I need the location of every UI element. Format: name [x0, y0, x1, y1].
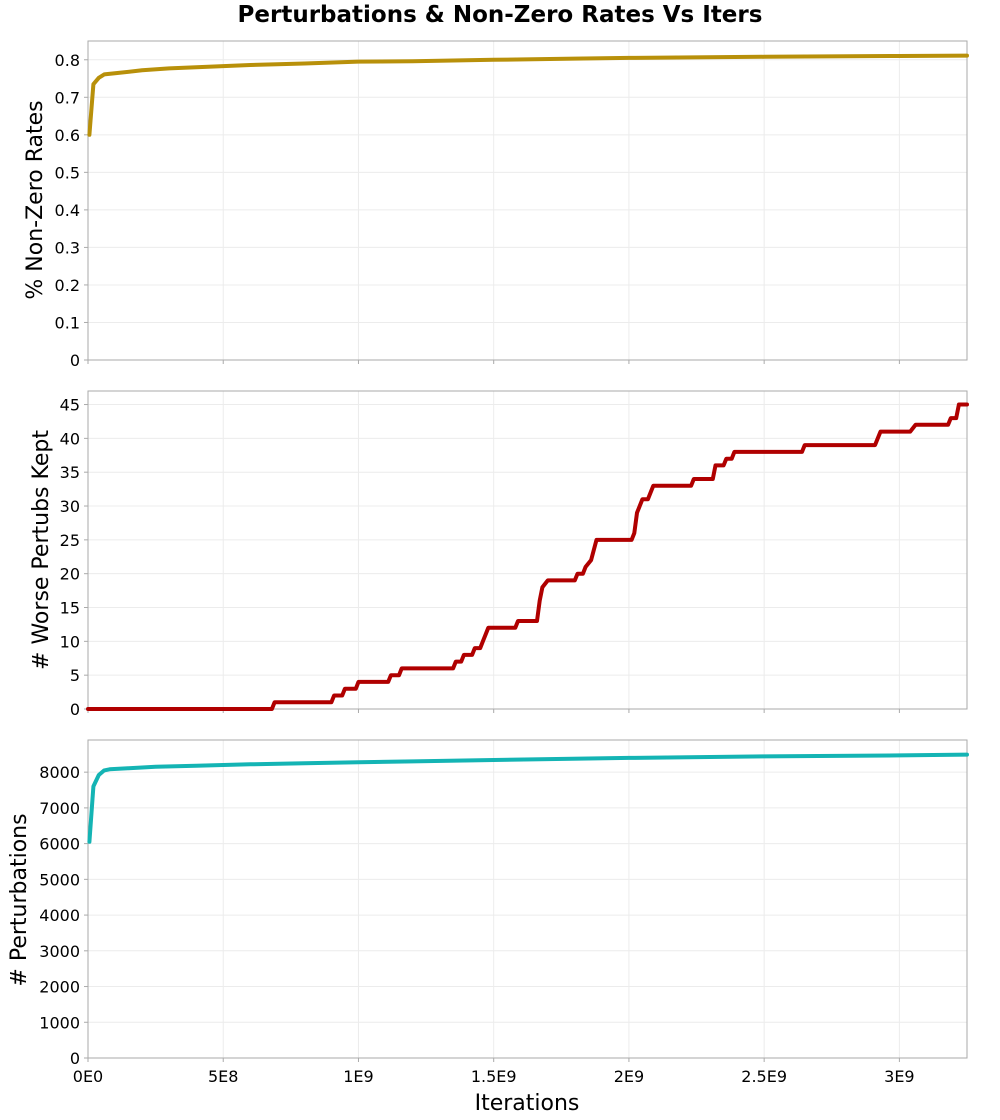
y-tick-label: 2000 [39, 978, 80, 997]
y-tick-label: 5000 [39, 870, 80, 889]
y-tick-label: 5 [70, 666, 80, 685]
y-tick-label: 15 [60, 599, 80, 618]
series-line [87, 53, 969, 137]
y-tick-label: 0.4 [55, 201, 80, 220]
y-tick-label: 40 [60, 429, 80, 448]
x-tick-label: 3E9 [884, 1067, 914, 1086]
y-tick-label: 45 [60, 396, 80, 415]
y-tick-label: 0.8 [55, 51, 80, 70]
plot-frame [87, 739, 968, 1059]
y-tick-label: 0.7 [55, 88, 80, 107]
worse-perturbs-panel: 0 5 10 15 20 25 30 35 40 45 [60, 390, 969, 719]
worse-perturbs-ylabel: # Worse Pertubs Kept [29, 430, 54, 670]
perturbations-panel: 0 1000 2000 3000 4000 5000 6000 7000 8000 0E0 5E8 1… [39, 739, 969, 1086]
y-tick-label: 0.1 [55, 313, 80, 332]
y-tick-label: 4000 [39, 906, 80, 925]
y-tick-label: 20 [60, 565, 80, 584]
y-tick-label: 0.2 [55, 276, 80, 295]
y-tick-label: 0.3 [55, 238, 80, 257]
y-tick-label: 8000 [39, 763, 80, 782]
x-tick-label: 1.5E9 [471, 1067, 517, 1086]
y-tick-label: 25 [60, 531, 80, 550]
y-tick-label: 30 [60, 497, 80, 516]
y-tick-label: 0 [70, 351, 80, 370]
nonzero-rates-panel: 0 0.1 0.2 0.3 0.4 0.5 0.6 0.7 0.8 [55, 40, 969, 370]
y-tick-label: 0 [70, 700, 80, 719]
perturbations-ylabel: # Perturbations [7, 813, 32, 986]
x-axis-label: Iterations [475, 1091, 580, 1116]
series-line [86, 402, 969, 711]
plot-frame [87, 40, 968, 361]
y-tick-label: 0 [70, 1049, 80, 1068]
y-tick-label: 35 [60, 463, 80, 482]
plot-frame [87, 390, 968, 710]
x-tick-label: 5E8 [208, 1067, 238, 1086]
y-tick-label: 1000 [39, 1013, 80, 1032]
x-tick-label: 2.5E9 [741, 1067, 787, 1086]
x-tick-label: 0E0 [73, 1067, 103, 1086]
y-tick-label: 10 [60, 632, 80, 651]
y-tick-label: 0.6 [55, 126, 80, 145]
x-tick-label: 2E9 [614, 1067, 644, 1086]
chart-title: Perturbations & Non-Zero Rates Vs Iters [238, 2, 763, 28]
x-tick-label: 1E9 [343, 1067, 373, 1086]
y-tick-label: 7000 [39, 799, 80, 818]
series-line [87, 752, 969, 844]
nonzero-rates-ylabel: % Non-Zero Rates [23, 100, 48, 299]
y-tick-label: 3000 [39, 942, 80, 961]
y-tick-label: 0.5 [55, 163, 80, 182]
y-tick-label: 6000 [39, 835, 80, 854]
